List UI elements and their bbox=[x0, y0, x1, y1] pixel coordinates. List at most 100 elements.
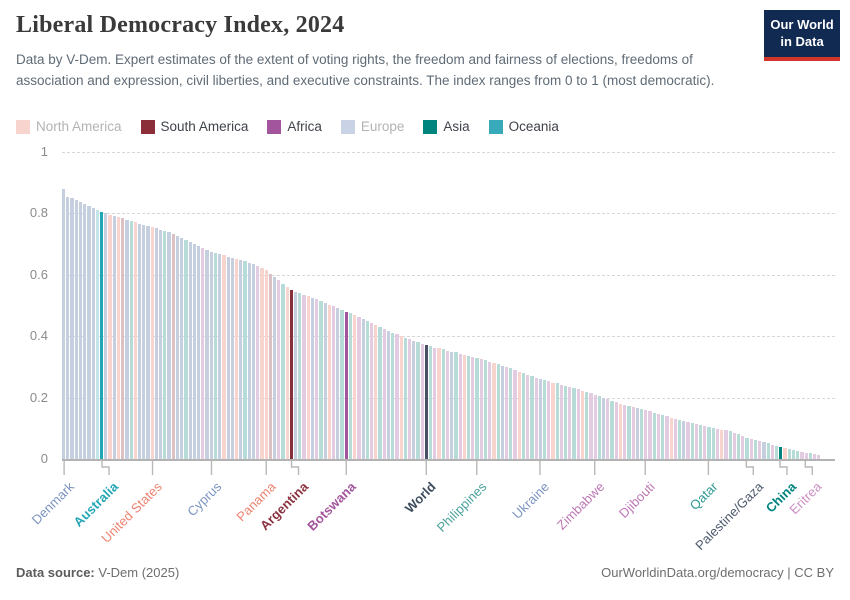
bar bbox=[559, 384, 564, 459]
owid-logo-line2: in Data bbox=[780, 33, 824, 49]
owid-logo[interactable]: Our World in Data bbox=[764, 10, 840, 61]
bar bbox=[74, 199, 78, 459]
bar bbox=[682, 420, 686, 459]
y-tick-label: 0.4 bbox=[29, 328, 48, 344]
bar bbox=[707, 426, 711, 459]
legend-item-asia: Asia bbox=[423, 119, 470, 134]
bar bbox=[627, 405, 631, 459]
legend-item-europe: Europe bbox=[340, 119, 404, 134]
bar bbox=[648, 411, 652, 459]
legend-item-north-america: North America bbox=[16, 119, 122, 134]
bar bbox=[762, 442, 766, 459]
bar bbox=[606, 399, 610, 459]
gridline bbox=[62, 274, 835, 276]
bar bbox=[547, 381, 551, 459]
bar bbox=[407, 339, 412, 459]
bar bbox=[479, 358, 483, 459]
bar bbox=[91, 207, 95, 459]
y-tick-label: 1 bbox=[40, 144, 48, 159]
legend-item-oceania: Oceania bbox=[488, 119, 559, 134]
tick-eritrea bbox=[804, 461, 813, 475]
north-america-swatch-icon bbox=[16, 119, 30, 134]
bar bbox=[83, 203, 87, 459]
bar bbox=[171, 233, 175, 459]
bar bbox=[399, 336, 403, 459]
legend-item-south-america: South America bbox=[140, 119, 248, 134]
bar bbox=[593, 394, 597, 459]
bar bbox=[66, 196, 70, 459]
bar bbox=[201, 247, 205, 459]
bar bbox=[247, 262, 251, 459]
bar bbox=[568, 386, 572, 459]
bar bbox=[62, 188, 66, 459]
bar bbox=[429, 346, 433, 459]
bar bbox=[256, 266, 260, 459]
bar bbox=[137, 223, 142, 459]
data-source-value: V-Dem (2025) bbox=[94, 565, 180, 580]
bar bbox=[644, 409, 648, 459]
bar bbox=[450, 351, 454, 459]
bar bbox=[467, 355, 471, 459]
bar bbox=[133, 222, 137, 459]
bar bbox=[669, 417, 673, 459]
legend-label: Asia bbox=[443, 119, 470, 134]
bar bbox=[395, 334, 399, 459]
legend-item-africa: Africa bbox=[267, 119, 322, 134]
bar bbox=[150, 227, 154, 459]
x-tick-connectors bbox=[63, 461, 813, 475]
x-label-philippines: Philippines bbox=[433, 479, 490, 535]
bar bbox=[538, 379, 542, 459]
bar bbox=[180, 237, 184, 459]
bar bbox=[323, 302, 327, 459]
bar bbox=[661, 415, 665, 459]
bar bbox=[209, 251, 213, 459]
bar bbox=[724, 430, 728, 459]
bar bbox=[264, 270, 268, 459]
bar bbox=[635, 407, 639, 459]
bar bbox=[348, 313, 353, 459]
bar bbox=[197, 245, 201, 459]
bar bbox=[142, 224, 146, 459]
bar bbox=[504, 366, 509, 459]
tick-palestine-gaza bbox=[745, 461, 755, 475]
bar bbox=[496, 364, 500, 459]
bar bbox=[652, 412, 656, 459]
bar bbox=[766, 443, 770, 459]
bar bbox=[462, 354, 466, 459]
bar bbox=[163, 230, 167, 459]
bar bbox=[167, 231, 171, 459]
bar bbox=[589, 393, 593, 459]
bar-australia bbox=[99, 211, 104, 459]
bar bbox=[602, 397, 606, 459]
bar bbox=[585, 391, 589, 459]
bar bbox=[272, 276, 277, 459]
bar bbox=[374, 325, 378, 459]
legend-label: North America bbox=[36, 119, 122, 134]
bar bbox=[458, 353, 462, 459]
bar bbox=[319, 301, 323, 459]
bar bbox=[555, 383, 559, 459]
x-label-ukraine: Ukraine bbox=[509, 479, 553, 522]
tick-argentina bbox=[290, 461, 300, 475]
x-label-cyprus: Cyprus bbox=[183, 479, 225, 520]
bar bbox=[192, 243, 196, 459]
bar bbox=[517, 371, 521, 459]
bar bbox=[294, 291, 298, 459]
bar bbox=[336, 308, 340, 459]
bar bbox=[711, 427, 715, 459]
bar bbox=[677, 420, 682, 459]
bar bbox=[732, 432, 736, 459]
bar bbox=[808, 453, 812, 459]
bar bbox=[530, 376, 534, 459]
africa-swatch-icon bbox=[267, 119, 282, 134]
owid-url-license-link[interactable]: OurWorldinData.org/democracy | CC BY bbox=[601, 565, 834, 580]
bar bbox=[475, 357, 479, 459]
bars bbox=[62, 152, 821, 459]
data-source: Data source: V-Dem (2025) bbox=[16, 565, 179, 580]
bar bbox=[433, 347, 437, 459]
oceania-swatch-icon bbox=[488, 119, 503, 134]
y-tick-label: 0.6 bbox=[29, 266, 48, 282]
bar bbox=[623, 404, 627, 459]
bar bbox=[715, 428, 720, 459]
x-label-denmark: Denmark bbox=[28, 479, 77, 528]
